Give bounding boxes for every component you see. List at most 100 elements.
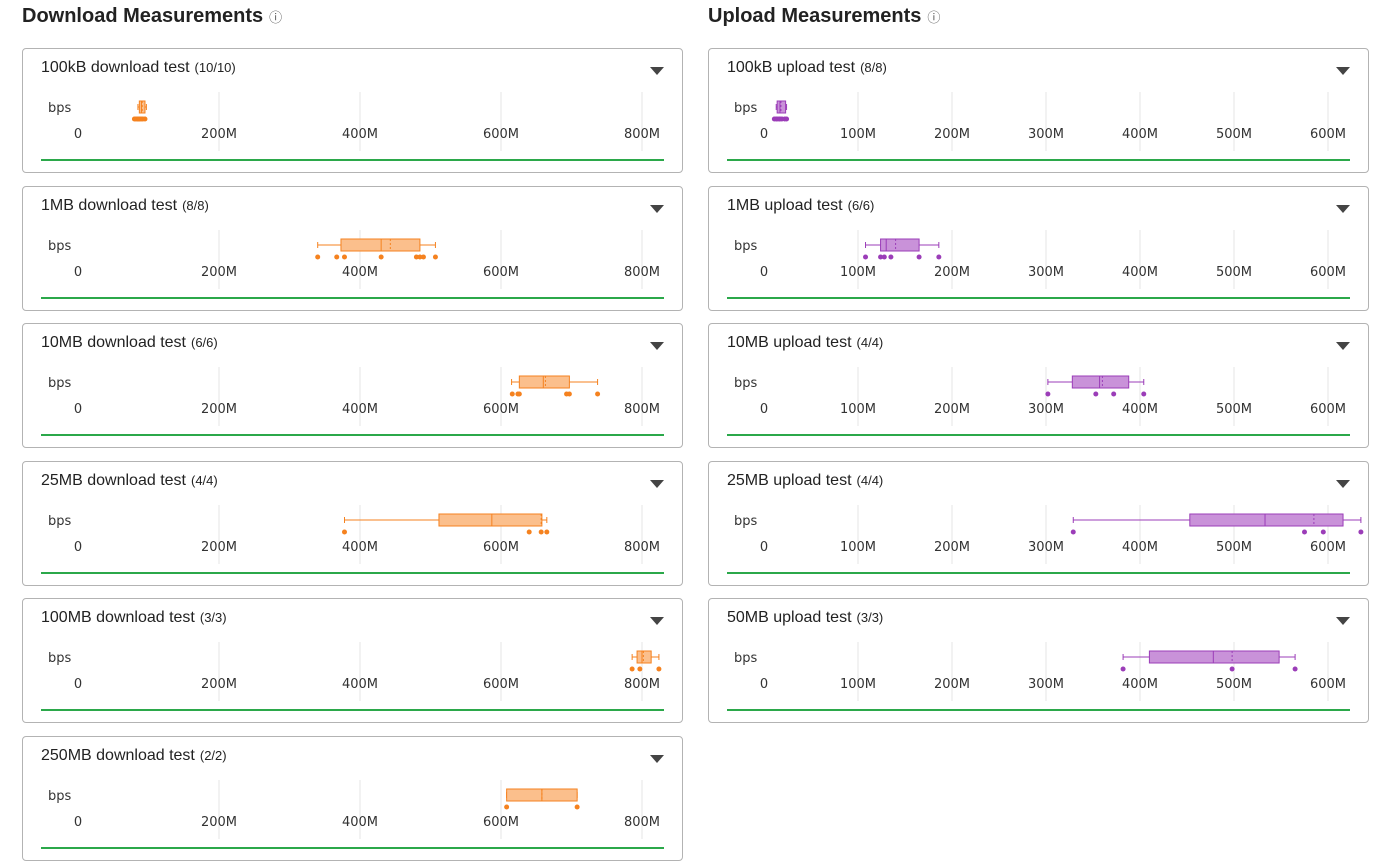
sample-point (1358, 529, 1364, 535)
axis-tick-label: 200M (201, 540, 237, 555)
axis-tick-label: 200M (201, 265, 237, 280)
axis-tick-label: 0 (760, 265, 768, 280)
axis-tick-label: 200M (201, 815, 237, 830)
test-label: 100MB download test (41, 609, 195, 626)
chevron-down-icon[interactable] (650, 755, 664, 763)
axis-tick-label: 200M (201, 402, 237, 417)
download-test-panel[interactable]: 100kB download test (10/10) bps 0 200M 400M 60… (22, 48, 683, 173)
chevron-down-icon[interactable] (650, 617, 664, 625)
sample-point (637, 666, 643, 672)
axis-tick-label: 800M (624, 815, 660, 830)
axis-tick-label: 600M (1310, 540, 1346, 555)
upload-test-panel[interactable]: 1MB upload test (6/6) bps 0 100M 200M 300M 400M… (708, 186, 1369, 311)
sample-point (936, 254, 942, 260)
download-test-panel[interactable]: 250MB download test (2/2) bps 0 200M 400M 600M… (22, 736, 683, 861)
axis-tick-label: 0 (760, 677, 768, 692)
chevron-down-icon[interactable] (1336, 67, 1350, 75)
axis-tick-label: 800M (624, 677, 660, 692)
chevron-down-icon[interactable] (650, 480, 664, 488)
sample-point (566, 391, 572, 397)
test-label: 100kB upload test (727, 59, 856, 76)
download-test-panel[interactable]: 25MB download test (4/4) bps 0 200M 400M 600M 8… (22, 461, 683, 586)
sample-point (538, 529, 544, 535)
test-count: (6/6) (847, 198, 875, 213)
sample-point (574, 804, 580, 810)
iqr-box (1071, 375, 1130, 389)
upload-test-panel[interactable]: 25MB upload test (4/4) bps 0 100M 200M 300M 400… (708, 461, 1369, 586)
sample-point (1302, 529, 1307, 535)
chevron-down-icon[interactable] (1336, 617, 1350, 625)
test-count: (10/10) (194, 60, 236, 75)
chevron-down-icon[interactable] (650, 205, 664, 213)
test-label: 10MB download test (41, 334, 186, 351)
sample-point (888, 254, 894, 260)
chevron-down-icon[interactable] (650, 67, 664, 75)
axis-tick-label: 200M (201, 127, 237, 142)
chevron-down-icon[interactable] (1336, 480, 1350, 488)
chevron-down-icon[interactable] (1336, 205, 1350, 213)
axis-tick-label: 400M (1122, 677, 1158, 692)
upload-test-panel[interactable]: 100kB upload test (8/8) bps 0 100M 200M 300M 40… (708, 48, 1369, 173)
download-test-panel[interactable]: 100MB download test (3/3) bps 0 200M 400M 600M… (22, 598, 683, 723)
axis-tick-label: 300M (1028, 677, 1064, 692)
upload-info-icon[interactable]: ⓘ (927, 10, 941, 25)
sample-point (544, 529, 550, 535)
test-label: 50MB upload test (727, 609, 852, 626)
chevron-down-icon[interactable] (650, 342, 664, 350)
download-info-icon[interactable]: ⓘ (269, 10, 283, 25)
axis-unit-label: bps (48, 514, 72, 529)
sample-point (142, 116, 148, 122)
axis-tick-label: 200M (201, 677, 237, 692)
axis-unit-label: bps (734, 651, 758, 666)
sample-point (1320, 529, 1326, 535)
axis-tick-label: 400M (1122, 540, 1158, 555)
upload-test-panel[interactable]: 10MB upload test (4/4) bps 0 100M 200M 300M 400… (708, 323, 1369, 448)
sample-point (1093, 391, 1099, 397)
sample-point (656, 666, 662, 672)
sample-point (1292, 666, 1298, 672)
sample-point (341, 529, 347, 535)
axis-tick-label: 600M (483, 815, 519, 830)
download-test-panel[interactable]: 10MB download test (6/6) bps 0 200M 400M 600M 8… (22, 323, 683, 448)
panel-baseline (41, 847, 664, 849)
axis-tick-label: 400M (1122, 127, 1158, 142)
panel-baseline (727, 297, 1350, 299)
sample-point (509, 391, 515, 397)
axis-unit-label: bps (734, 376, 758, 391)
upload-section-title: Upload Measurements ⓘ (708, 5, 940, 28)
sample-point (420, 254, 426, 260)
axis-unit-label: bps (48, 376, 72, 391)
panel-baseline (727, 159, 1350, 161)
upload-test-title: 50MB upload test (3/3) (727, 609, 883, 627)
test-count: (4/4) (856, 335, 884, 350)
download-test-title: 100MB download test (3/3) (41, 609, 227, 627)
chevron-down-icon[interactable] (1336, 342, 1350, 350)
axis-tick-label: 600M (1310, 677, 1346, 692)
download-test-panel[interactable]: 1MB download test (8/8) bps 0 200M 400M 600M 80… (22, 186, 683, 311)
test-label: 1MB upload test (727, 197, 843, 214)
axis-tick-label: 300M (1028, 540, 1064, 555)
download-test-title: 1MB download test (8/8) (41, 197, 209, 215)
axis-tick-label: 0 (74, 402, 82, 417)
axis-tick-label: 200M (934, 402, 970, 417)
panel-baseline (41, 709, 664, 711)
axis-tick-label: 600M (483, 540, 519, 555)
panel-baseline (41, 159, 664, 161)
download-test-title: 100kB download test (10/10) (41, 59, 236, 77)
axis-tick-label: 200M (934, 265, 970, 280)
iqr-box (340, 238, 421, 252)
panel-baseline (727, 572, 1350, 574)
test-count: (3/3) (856, 610, 884, 625)
sample-point (881, 254, 887, 260)
axis-tick-label: 400M (342, 127, 378, 142)
upload-test-panel[interactable]: 50MB upload test (3/3) bps 0 100M 200M 300M 400… (708, 598, 1369, 723)
axis-unit-label: bps (48, 651, 72, 666)
test-count: (4/4) (190, 473, 218, 488)
axis-tick-label: 800M (624, 127, 660, 142)
axis-tick-label: 400M (1122, 265, 1158, 280)
